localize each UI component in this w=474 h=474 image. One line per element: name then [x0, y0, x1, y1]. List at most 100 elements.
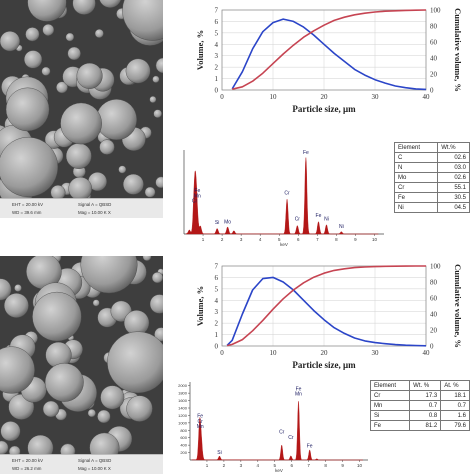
y-tick-label: 1400 [178, 406, 188, 411]
table-header-row: Element Wt. % At. % [369, 380, 470, 391]
cumulative-series-line [226, 265, 426, 347]
x-tick-label: 0 [220, 349, 224, 357]
sem-particle [41, 66, 51, 76]
x-tick-label: 8 [324, 463, 327, 468]
sem-particle [107, 331, 163, 394]
y-tick-label: 2000 [178, 383, 188, 388]
table-header-cell: Element [393, 142, 439, 153]
sem-particle [65, 32, 75, 42]
sem-particle [5, 87, 50, 132]
table-row: Cr 55.1 [393, 182, 470, 193]
sem-particle [126, 395, 153, 422]
y2-tick-label: 100 [430, 7, 441, 15]
volume-series-line [231, 18, 427, 91]
table-cell: 55.1 [437, 182, 470, 193]
sem-particle [23, 50, 43, 69]
table-header-cell: Element [369, 380, 411, 391]
table-cell: 02.6 [437, 152, 470, 163]
sem-wd: WD = 39.6 mm [12, 210, 42, 215]
peak-label: Cr [279, 429, 285, 435]
sem-particle [14, 284, 22, 292]
sem-particle [8, 445, 21, 454]
y2-tick-label: 100 [430, 263, 441, 271]
y2-axis-label: Cumulative volume, % [453, 264, 463, 348]
x-tick-label: 5 [274, 463, 277, 468]
y-tick-label: 1600 [178, 398, 188, 403]
sem-particle [3, 293, 29, 318]
peak-label: Mo [224, 219, 231, 225]
sem-particle [99, 139, 115, 155]
x-tick-label: 40 [423, 349, 431, 357]
sem-particle [92, 299, 100, 307]
x-tick-label: 8 [335, 237, 338, 242]
y-tick-label: 4 [215, 297, 219, 305]
sem-particle [122, 0, 163, 41]
x-tick-label: 7 [307, 463, 310, 468]
table-cell: Mo [393, 172, 439, 183]
table-cell: 1.6 [440, 410, 470, 421]
x-tick-label: 4 [259, 237, 262, 242]
cumulative-series-line [232, 9, 427, 90]
sem-databar-1: EHT = 20.00 kV WD = 39.6 mm Signal A = Q… [0, 198, 163, 218]
sem-particle [25, 27, 40, 42]
sem-particle [42, 400, 60, 418]
sem-micrograph-1: EHT = 20.00 kV WD = 39.6 mm Signal A = Q… [0, 0, 163, 218]
table-cell: 0.7 [440, 400, 470, 411]
y-tick-label: 4 [215, 41, 219, 49]
y2-tick-label: 40 [430, 311, 438, 319]
sem-particle [27, 434, 54, 454]
peak-label: Ni [339, 224, 344, 230]
x-tick-label: 10 [270, 93, 278, 101]
y2-tick-label: 20 [430, 71, 438, 79]
x-tick-label: 30 [372, 349, 380, 357]
table-cell: Si [369, 410, 411, 421]
table-cell: N [393, 162, 439, 173]
x-tick-label: 0 [220, 93, 224, 101]
y-tick-label: 1 [215, 75, 219, 83]
peak-label: Si [215, 220, 219, 226]
x-tick-label: 3 [240, 463, 243, 468]
y-tick-label: 0 [215, 343, 219, 351]
sem-particle [67, 46, 81, 61]
y2-tick-label: 0 [430, 87, 434, 95]
sem-particle [68, 176, 92, 198]
table-cell: 02.6 [437, 172, 470, 183]
peak-label: Cr [284, 190, 290, 196]
y-tick-label: 5 [215, 285, 219, 293]
x-tick-label: 9 [354, 237, 357, 242]
x-tick-label: 6 [297, 237, 300, 242]
x-tick-label: 7 [316, 237, 319, 242]
composition-table-1: Element Wt.% C 02.6 N 03.0 Mo 02.6 Cr 55.1 Fe 30.5 N… [393, 142, 470, 213]
y-tick-label: 2 [215, 64, 219, 72]
x-tick-label: 10 [270, 349, 278, 357]
sem-particle [42, 24, 55, 36]
spectrum-trace [185, 157, 379, 235]
y-tick-label: 800 [180, 428, 187, 433]
y-tick-label: 400 [180, 443, 187, 448]
peak-label: Mn [197, 424, 204, 430]
table-cell: 18.1 [440, 390, 470, 401]
spectrum-trace [191, 401, 363, 461]
table-row: Cr 17.3 18.1 [369, 390, 470, 401]
table-cell: 30.5 [437, 192, 470, 203]
plot-frame [221, 265, 427, 347]
sem-particle [155, 176, 163, 189]
y-tick-label: 200 [180, 450, 187, 455]
sem-particle [27, 0, 67, 22]
peak-label: Fe [316, 213, 322, 219]
table-row: Mn 0.7 0.7 [369, 400, 470, 411]
sem-particle [0, 440, 9, 454]
y2-tick-label: 40 [430, 55, 438, 63]
table-cell: 04.5 [437, 202, 470, 213]
peak-label: Fe [197, 413, 203, 419]
sem-micrograph-2: EHT = 20.00 kV WD = 26.2 mm Signal A = Q… [0, 256, 163, 474]
sem-particle [99, 0, 122, 8]
y-tick-label: 1000 [178, 420, 188, 425]
peak-label: Fe [307, 444, 313, 450]
sem-mag: Mag = 10.00 K X [78, 466, 111, 471]
x-tick-label: 10 [357, 463, 363, 468]
sem-particle [122, 173, 144, 195]
